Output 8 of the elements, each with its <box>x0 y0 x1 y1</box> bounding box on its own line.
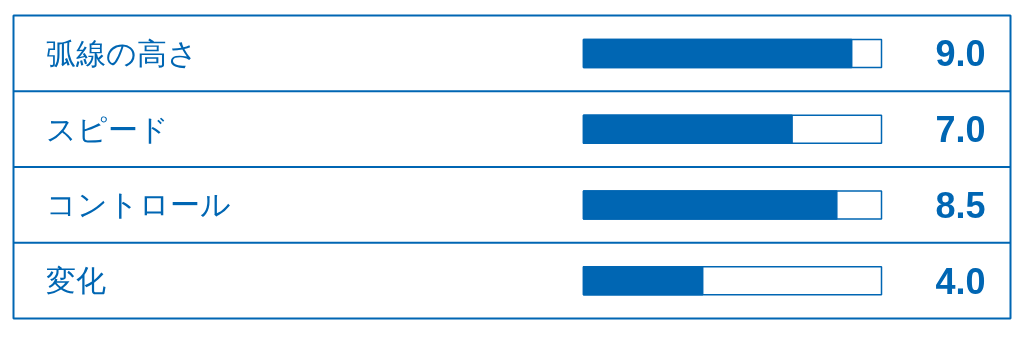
y-tick-label: 弧線の高さ <box>45 35 198 71</box>
y-tick-label: スピード <box>45 111 169 147</box>
y-tick-label: コントロール <box>45 187 231 223</box>
data-label: 8.5 <box>935 184 986 226</box>
y-tick-label: 変化 <box>45 263 106 299</box>
data-label: 9.0 <box>935 33 986 75</box>
data-label: 7.0 <box>935 109 986 151</box>
data-label: 4.0 <box>935 260 986 302</box>
